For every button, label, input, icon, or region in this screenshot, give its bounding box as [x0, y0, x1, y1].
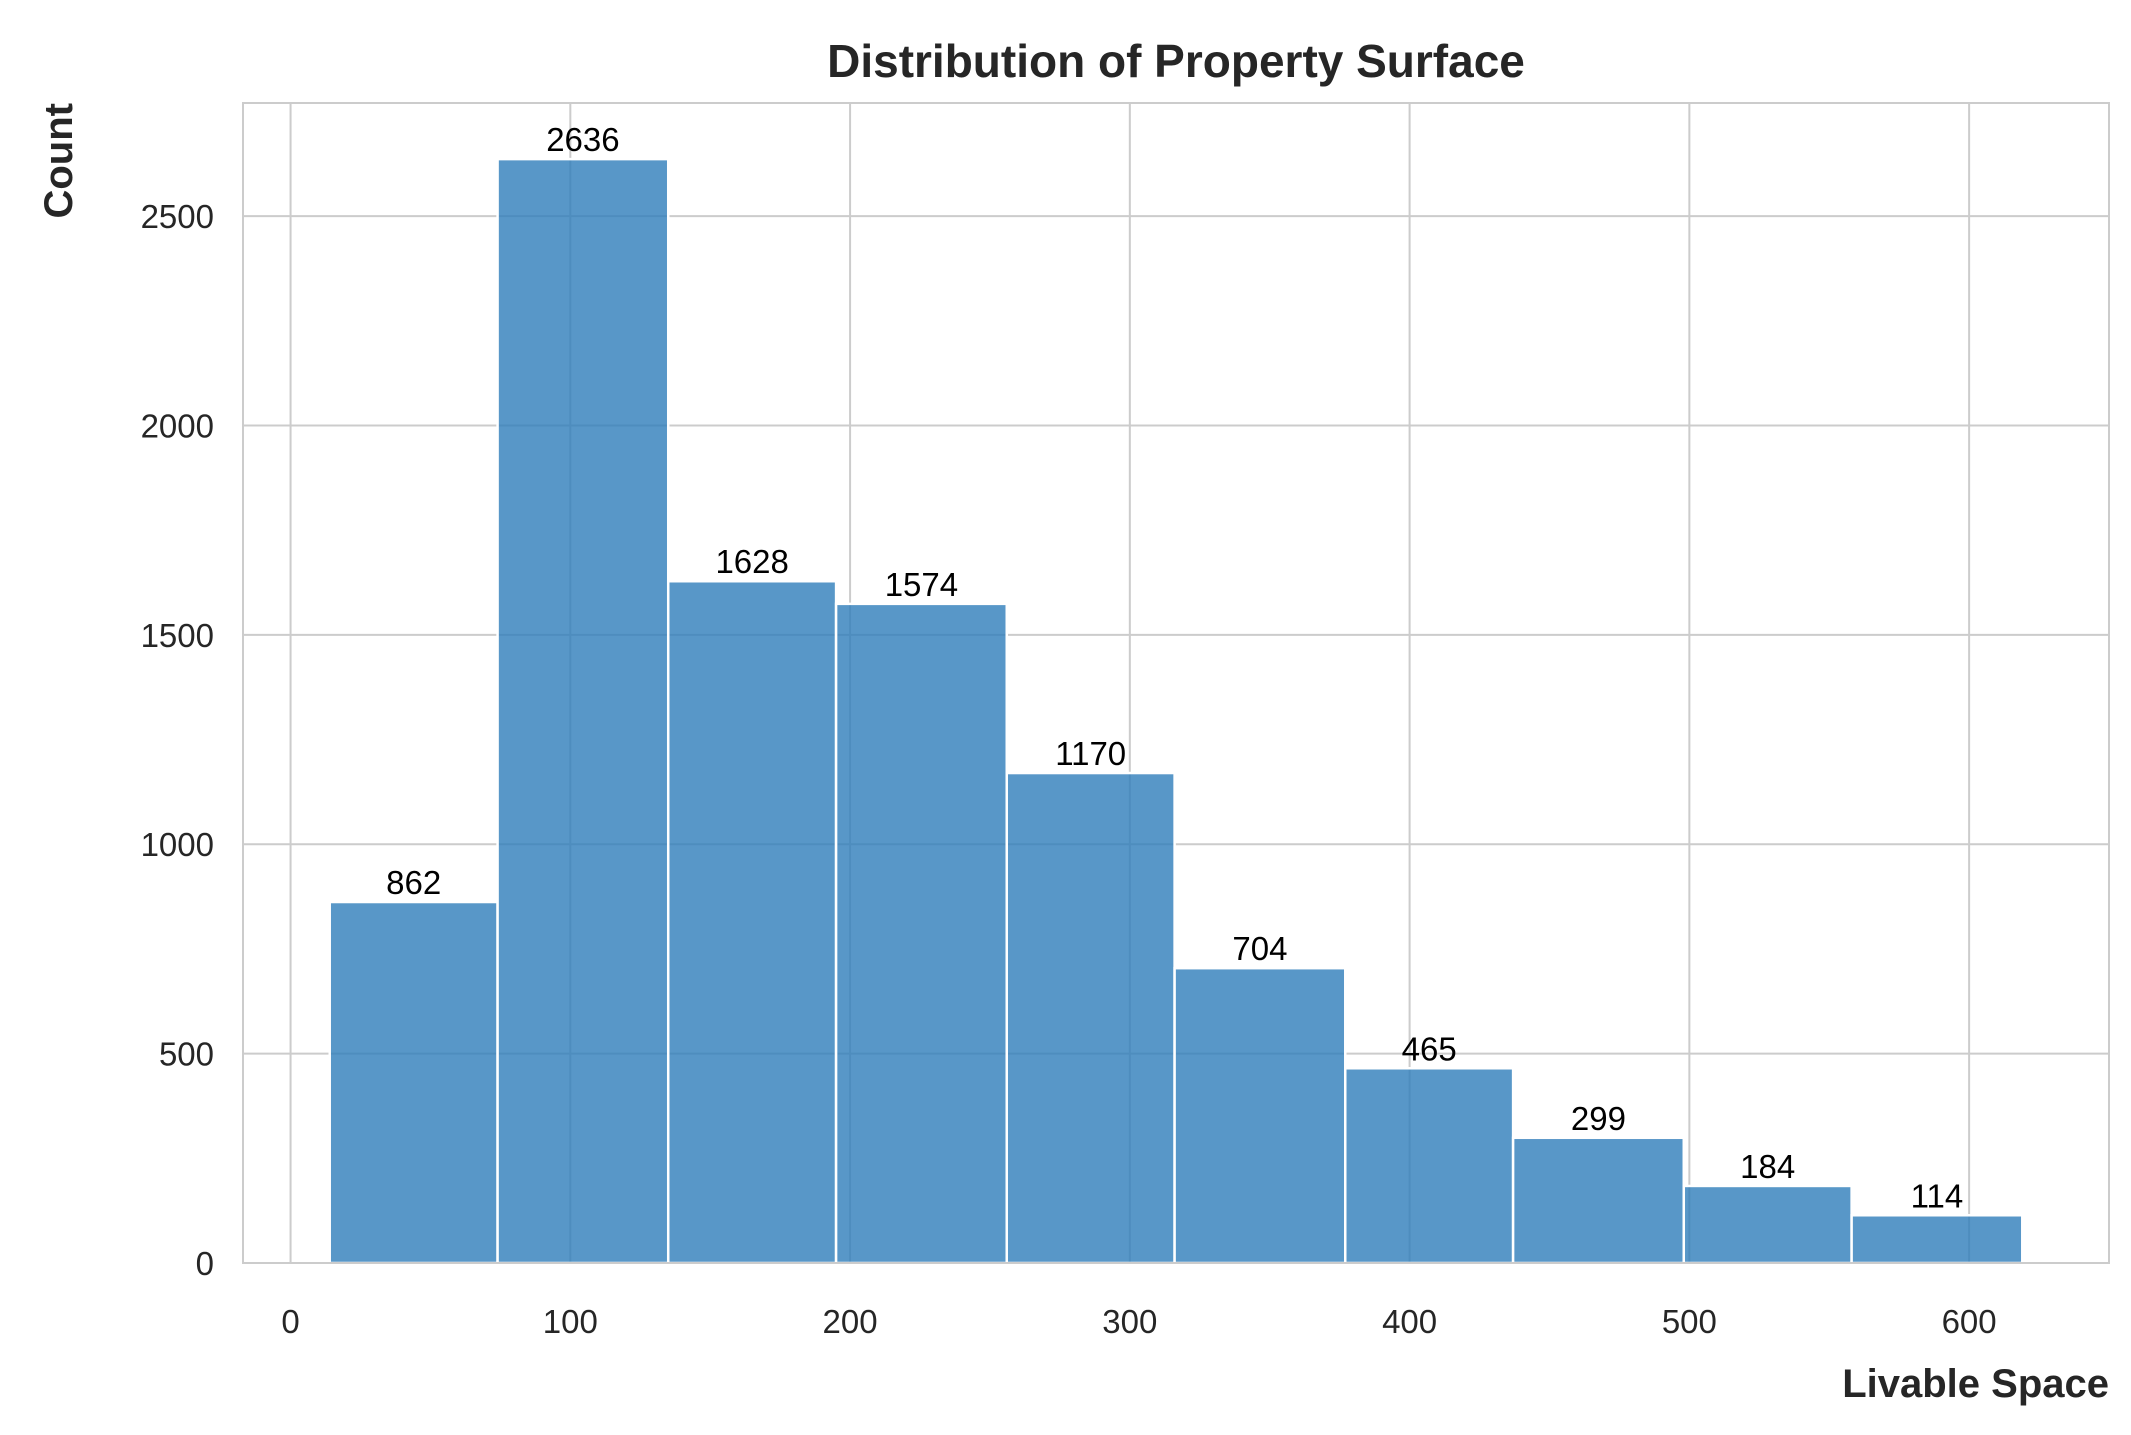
- histogram-bar: [1344, 1067, 1515, 1265]
- y-tick-labels: 0 500 1000 1500 2000 2500: [141, 198, 214, 1282]
- x-tick-labels: 0 100 200 300 400 500 600: [281, 1303, 1996, 1340]
- histogram-bar: [834, 602, 1008, 1265]
- chart-title: Distribution of Property Surface: [827, 35, 1525, 87]
- bar-value-label: 299: [1571, 1100, 1626, 1137]
- plot-frame: [242, 102, 2110, 1264]
- y-tick-label: 2000: [141, 407, 214, 444]
- y-tick-label: 0: [196, 1245, 214, 1282]
- x-tick-label: 200: [823, 1303, 878, 1340]
- x-tick-label: 100: [543, 1303, 598, 1340]
- y-tick-label: 500: [159, 1036, 214, 1073]
- x-tick-label: 300: [1102, 1303, 1157, 1340]
- histogram-bars: [328, 157, 2024, 1265]
- bar-value-label: 1170: [1055, 735, 1126, 772]
- histogram-bar: [1173, 966, 1347, 1265]
- bar-value-label: 465: [1402, 1030, 1457, 1067]
- histogram-bar: [328, 900, 499, 1265]
- x-axis-label: Livable Space: [1842, 1362, 2109, 1406]
- bar-value-labels: 862 2636 1628 1574 1170 704 465 299 184 114: [386, 121, 1963, 1214]
- histogram-bar: [1005, 771, 1176, 1265]
- y-axis-label: Count: [37, 103, 81, 219]
- histogram-bar: [666, 579, 838, 1265]
- y-tick-label: 2500: [141, 198, 214, 235]
- x-tick-label: 400: [1382, 1303, 1437, 1340]
- y-tick-label: 1500: [141, 617, 214, 654]
- histogram-bar: [1850, 1214, 2024, 1265]
- bar-value-label: 184: [1740, 1148, 1795, 1185]
- x-tick-label: 600: [1942, 1303, 1997, 1340]
- bar-value-label: 1574: [885, 566, 958, 603]
- bar-value-label: 114: [1911, 1177, 1964, 1214]
- histogram-bar: [1511, 1136, 1686, 1265]
- bar-value-label: 1628: [715, 543, 788, 580]
- y-tick-label: 1000: [141, 826, 214, 863]
- bar-value-label: 862: [386, 864, 441, 901]
- bar-value-label: 2636: [546, 121, 619, 158]
- histogram-bar: [1682, 1184, 1853, 1265]
- bar-value-label: 704: [1232, 930, 1287, 967]
- x-tick-label: 500: [1662, 1303, 1717, 1340]
- histogram-bar: [496, 157, 670, 1265]
- x-tick-label: 0: [281, 1303, 299, 1340]
